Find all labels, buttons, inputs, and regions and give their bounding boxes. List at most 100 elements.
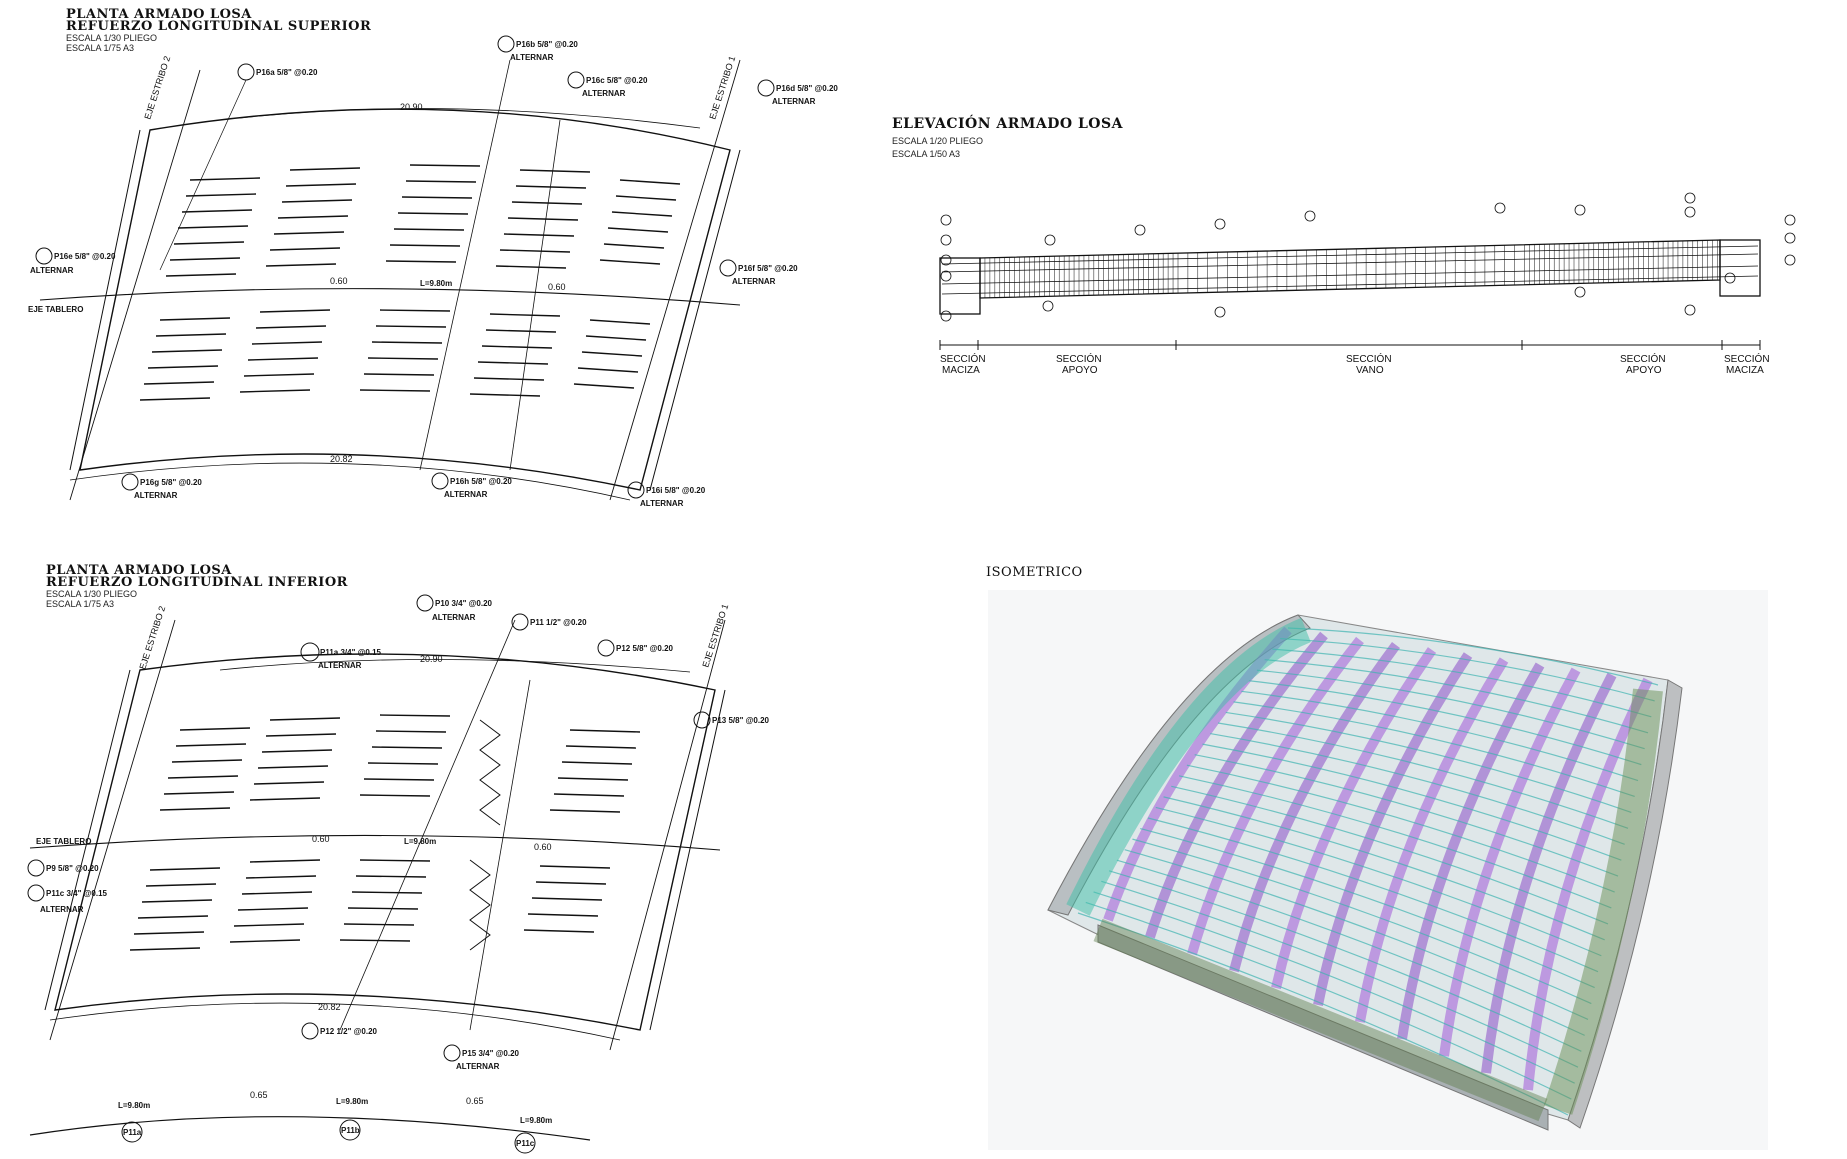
isometrico-panel: ISOMETRICO [980,560,1810,1150]
plan-superior-tag-p16g: P16g 5/8" @0.20 ALTERNAR [121,473,202,500]
elevacion-section-1-l2: MACIZA [942,365,980,376]
plan-inferior-title-2: REFUERZO LONGITUDINAL INFERIOR [46,575,348,590]
plan-inferior-strip-dim1: L=9.80m [118,1101,150,1110]
plan-inferior-tag-h: P12 1/2" @0.20 [301,1022,378,1040]
svg-text:P16g 5/8" @0.20: P16g 5/8" @0.20 [140,478,202,487]
elevacion-scale-1: ESCALA 1/20 PLIEGO [892,136,984,146]
svg-text:P11b: P11b [341,1126,360,1135]
svg-text:ALTERNAR: ALTERNAR [134,491,178,500]
svg-text:ALTERNAR: ALTERNAR [318,661,362,670]
svg-text:P16e 5/8" @0.20: P16e 5/8" @0.20 [54,252,116,261]
svg-text:P11a: P11a [123,1128,142,1137]
plan-superior-title-1: PLANTA ARMADO LOSA [66,7,252,22]
plan-inferior-scale-2: ESCALA 1/75 A3 [46,599,115,609]
plan-inferior-title-1: PLANTA ARMADO LOSA [46,563,232,578]
plan-inferior-panel: PLANTA ARMADO LOSA REFUERZO LONGITUDINAL… [0,560,860,1159]
plan-inferior-dim-top: 20.90 [420,654,443,664]
plan-inferior-strip-tag1: P11a [121,1121,143,1143]
elevacion-section-5-l2: MACIZA [1726,365,1764,376]
svg-text:ALTERNAR: ALTERNAR [432,613,476,622]
plan-inferior-dim-bottom: 20.82 [318,1002,341,1012]
elevacion-section-2-l2: APOYO [1062,365,1098,376]
plan-superior-dim-mid1: 0.60 [330,276,348,286]
plan-superior-tag-p16c: P16c 5/8" @0.20 ALTERNAR [567,71,648,98]
plan-inferior-dim-mid1: 0.60 [312,834,330,844]
svg-text:P13 5/8" @0.20: P13 5/8" @0.20 [712,716,770,725]
plan-superior-dim-len: L=9.80m [420,279,452,288]
svg-text:P16d 5/8" @0.20: P16d 5/8" @0.20 [776,84,838,93]
svg-text:ALTERNAR: ALTERNAR [456,1062,500,1071]
plan-superior-axis-estribo1: EJE ESTRIBO 1 [707,55,737,121]
svg-text:P16f 5/8" @0.20: P16f 5/8" @0.20 [738,264,798,273]
plan-inferior-strip-dim4: 0.65 [466,1096,484,1106]
plan-inferior-strip-dim2: 0.65 [250,1090,268,1100]
svg-text:ALTERNAR: ALTERNAR [772,97,816,106]
plan-superior-dim-mid2: 0.60 [548,282,566,292]
elevacion-title: ELEVACIÓN ARMADO LOSA [892,116,1123,132]
plan-inferior-tag-c: P11 1/2" @0.20 [511,613,587,631]
plan-superior-tag-p16d: P16d 5/8" @0.20 ALTERNAR [757,79,838,106]
plan-superior-tag-p16e: P16e 5/8" @0.20 ALTERNAR [30,247,116,275]
plan-inferior-tag-b: P10 3/4" @0.20 ALTERNAR [416,594,493,622]
svg-text:ALTERNAR: ALTERNAR [732,277,776,286]
plan-superior-title-2: REFUERZO LONGITUDINAL SUPERIOR [66,19,372,34]
plan-superior-drawing: EJE ESTRIBO 2 EJE ESTRIBO 1 EJE TABLERO … [28,35,838,508]
isometrico-render [988,590,1768,1150]
elevacion-section-4-l1: SECCIÓN [1620,352,1666,365]
svg-text:ALTERNAR: ALTERNAR [40,905,84,914]
svg-text:P16a 5/8" @0.20: P16a 5/8" @0.20 [256,68,318,77]
plan-inferior-drawing: EJE ESTRIBO 2 EJE ESTRIBO 1 EJE TABLERO … [27,594,770,1154]
svg-text:P12 5/8" @0.20: P12 5/8" @0.20 [616,644,674,653]
plan-inferior-tag-e: P13 5/8" @0.20 [693,711,770,729]
svg-text:P16b 5/8" @0.20: P16b 5/8" @0.20 [516,40,578,49]
svg-text:P11a 3/4" @0.15: P11a 3/4" @0.15 [320,648,382,657]
plan-inferior-scale-1: ESCALA 1/30 PLIEGO [46,589,138,599]
plan-inferior-axis-estribo1: EJE ESTRIBO 1 [700,603,730,669]
plan-inferior-tag-a: P11a 3/4" @0.15 ALTERNAR [300,642,382,670]
svg-text:P16i 5/8" @0.20: P16i 5/8" @0.20 [646,486,706,495]
svg-text:P11c 3/4" @0.15: P11c 3/4" @0.15 [46,889,108,898]
svg-text:ALTERNAR: ALTERNAR [510,53,554,62]
svg-text:P11c: P11c [516,1139,535,1148]
isometrico-title: ISOMETRICO [986,565,1083,580]
elevacion-section-4-l2: APOYO [1626,365,1662,376]
plan-superior-tag-p16b: P16b 5/8" @0.20 ALTERNAR [497,35,578,62]
plan-inferior-strip-tag2: P11b [339,1119,361,1141]
plan-inferior-strip-dim5: L=9.80m [520,1116,552,1125]
elevacion-panel: ELEVACIÓN ARMADO LOSA ESCALA 1/20 PLIEGO… [860,100,1847,390]
plan-inferior-tag-i: P15 3/4" @0.20 ALTERNAR [443,1044,520,1071]
svg-text:ALTERNAR: ALTERNAR [30,266,74,275]
elevacion-scale-2: ESCALA 1/50 A3 [892,149,961,159]
plan-superior-dim-bottom: 20.82 [330,454,353,464]
plan-inferior-tag-f: P9 5/8" @0.20 [27,859,99,877]
svg-text:ALTERNAR: ALTERNAR [582,89,626,98]
svg-text:P12 1/2" @0.20: P12 1/2" @0.20 [320,1027,378,1036]
elevacion-section-3-l1: SECCIÓN [1346,352,1392,365]
plan-inferior-tag-d: P12 5/8" @0.20 [597,639,674,657]
svg-text:P9 5/8" @0.20: P9 5/8" @0.20 [46,864,99,873]
plan-inferior-dim-mid2: 0.60 [534,842,552,852]
svg-text:ALTERNAR: ALTERNAR [640,499,684,508]
plan-superior-scale-1: ESCALA 1/30 PLIEGO [66,33,158,43]
svg-text:P16h 5/8" @0.20: P16h 5/8" @0.20 [450,477,512,486]
plan-inferior-strip-dim3: L=9.80m [336,1097,368,1106]
plan-superior-panel: PLANTA ARMADO LOSA REFUERZO LONGITUDINAL… [0,0,860,520]
plan-inferior-axis-tablero: EJE TABLERO [36,837,91,846]
svg-text:P16c 5/8" @0.20: P16c 5/8" @0.20 [586,76,648,85]
plan-inferior-strip-tag3: P11c [514,1132,536,1154]
plan-superior-tag-p16i: P16i 5/8" @0.20 ALTERNAR [627,481,706,508]
plan-superior-tag-p16a: P16a 5/8" @0.20 [159,63,318,271]
elevacion-section-2-l1: SECCIÓN [1056,352,1102,365]
elevacion-section-3-l2: VANO [1356,365,1384,376]
plan-superior-axis-tablero: EJE TABLERO [28,305,83,314]
svg-text:P11 1/2" @0.20: P11 1/2" @0.20 [530,618,587,627]
plan-superior-dim-top: 20.90 [400,102,423,112]
plan-superior-scale-2: ESCALA 1/75 A3 [66,43,135,53]
plan-superior-tag-p16h: P16h 5/8" @0.20 ALTERNAR [431,472,512,499]
plan-inferior-tag-g: P11c 3/4" @0.15 ALTERNAR [27,884,108,914]
plan-superior-axis-estribo2: EJE ESTRIBO 2 [142,55,172,121]
svg-text:P15 3/4" @0.20: P15 3/4" @0.20 [462,1049,520,1058]
elevacion-section-1-l1: SECCIÓN [940,352,986,365]
plan-inferior-dim-len: L=9.80m [404,837,436,846]
elevacion-section-5-l1: SECCIÓN [1724,352,1770,365]
